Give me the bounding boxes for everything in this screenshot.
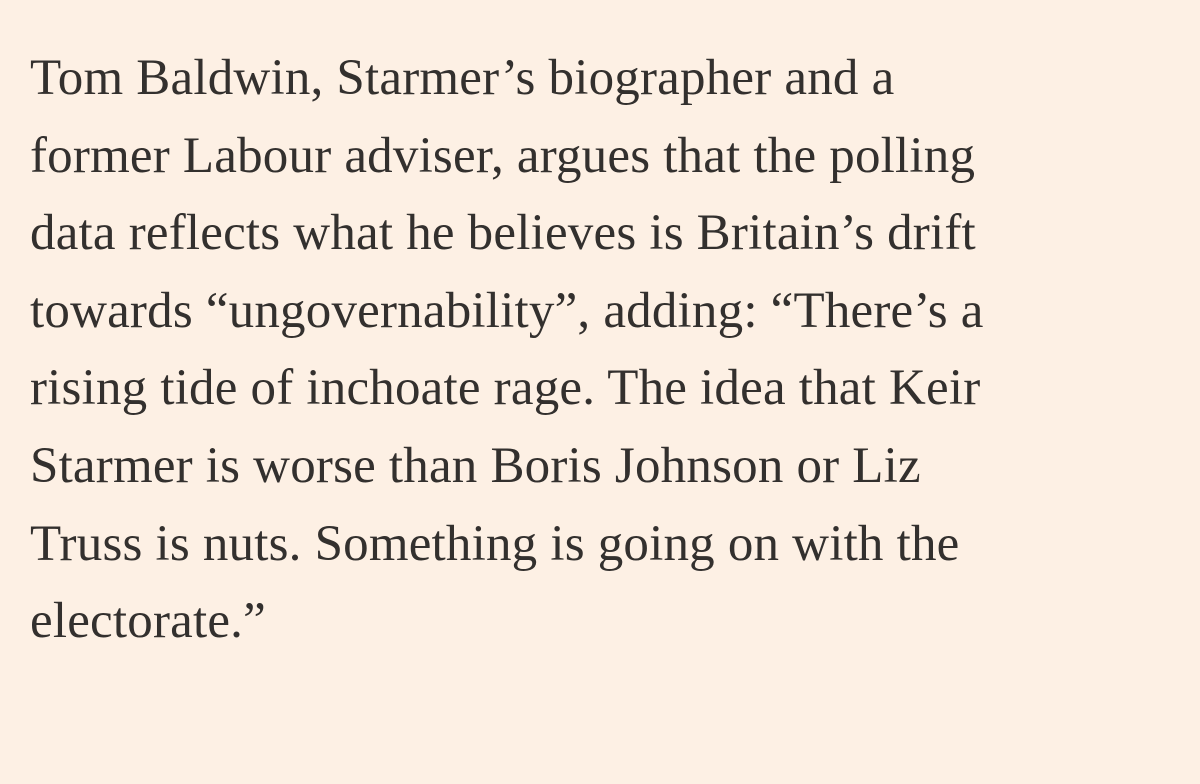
text-line: towards “ungovernability”, adding: “Ther… xyxy=(30,282,984,339)
text-line: electorate.” xyxy=(30,593,266,650)
text-line: rising tide of inchoate rage. The idea t… xyxy=(30,360,981,417)
text-line: former Labour adviser, argues that the p… xyxy=(30,127,976,184)
text-line: Truss is nuts. Something is going on wit… xyxy=(30,515,960,572)
text-line: Tom Baldwin, Starmer’s biographer and a xyxy=(30,50,895,106)
text-line: Starmer is worse than Boris Johnson or L… xyxy=(30,438,921,494)
text-line: data reflects what he believes is Britai… xyxy=(30,205,976,262)
